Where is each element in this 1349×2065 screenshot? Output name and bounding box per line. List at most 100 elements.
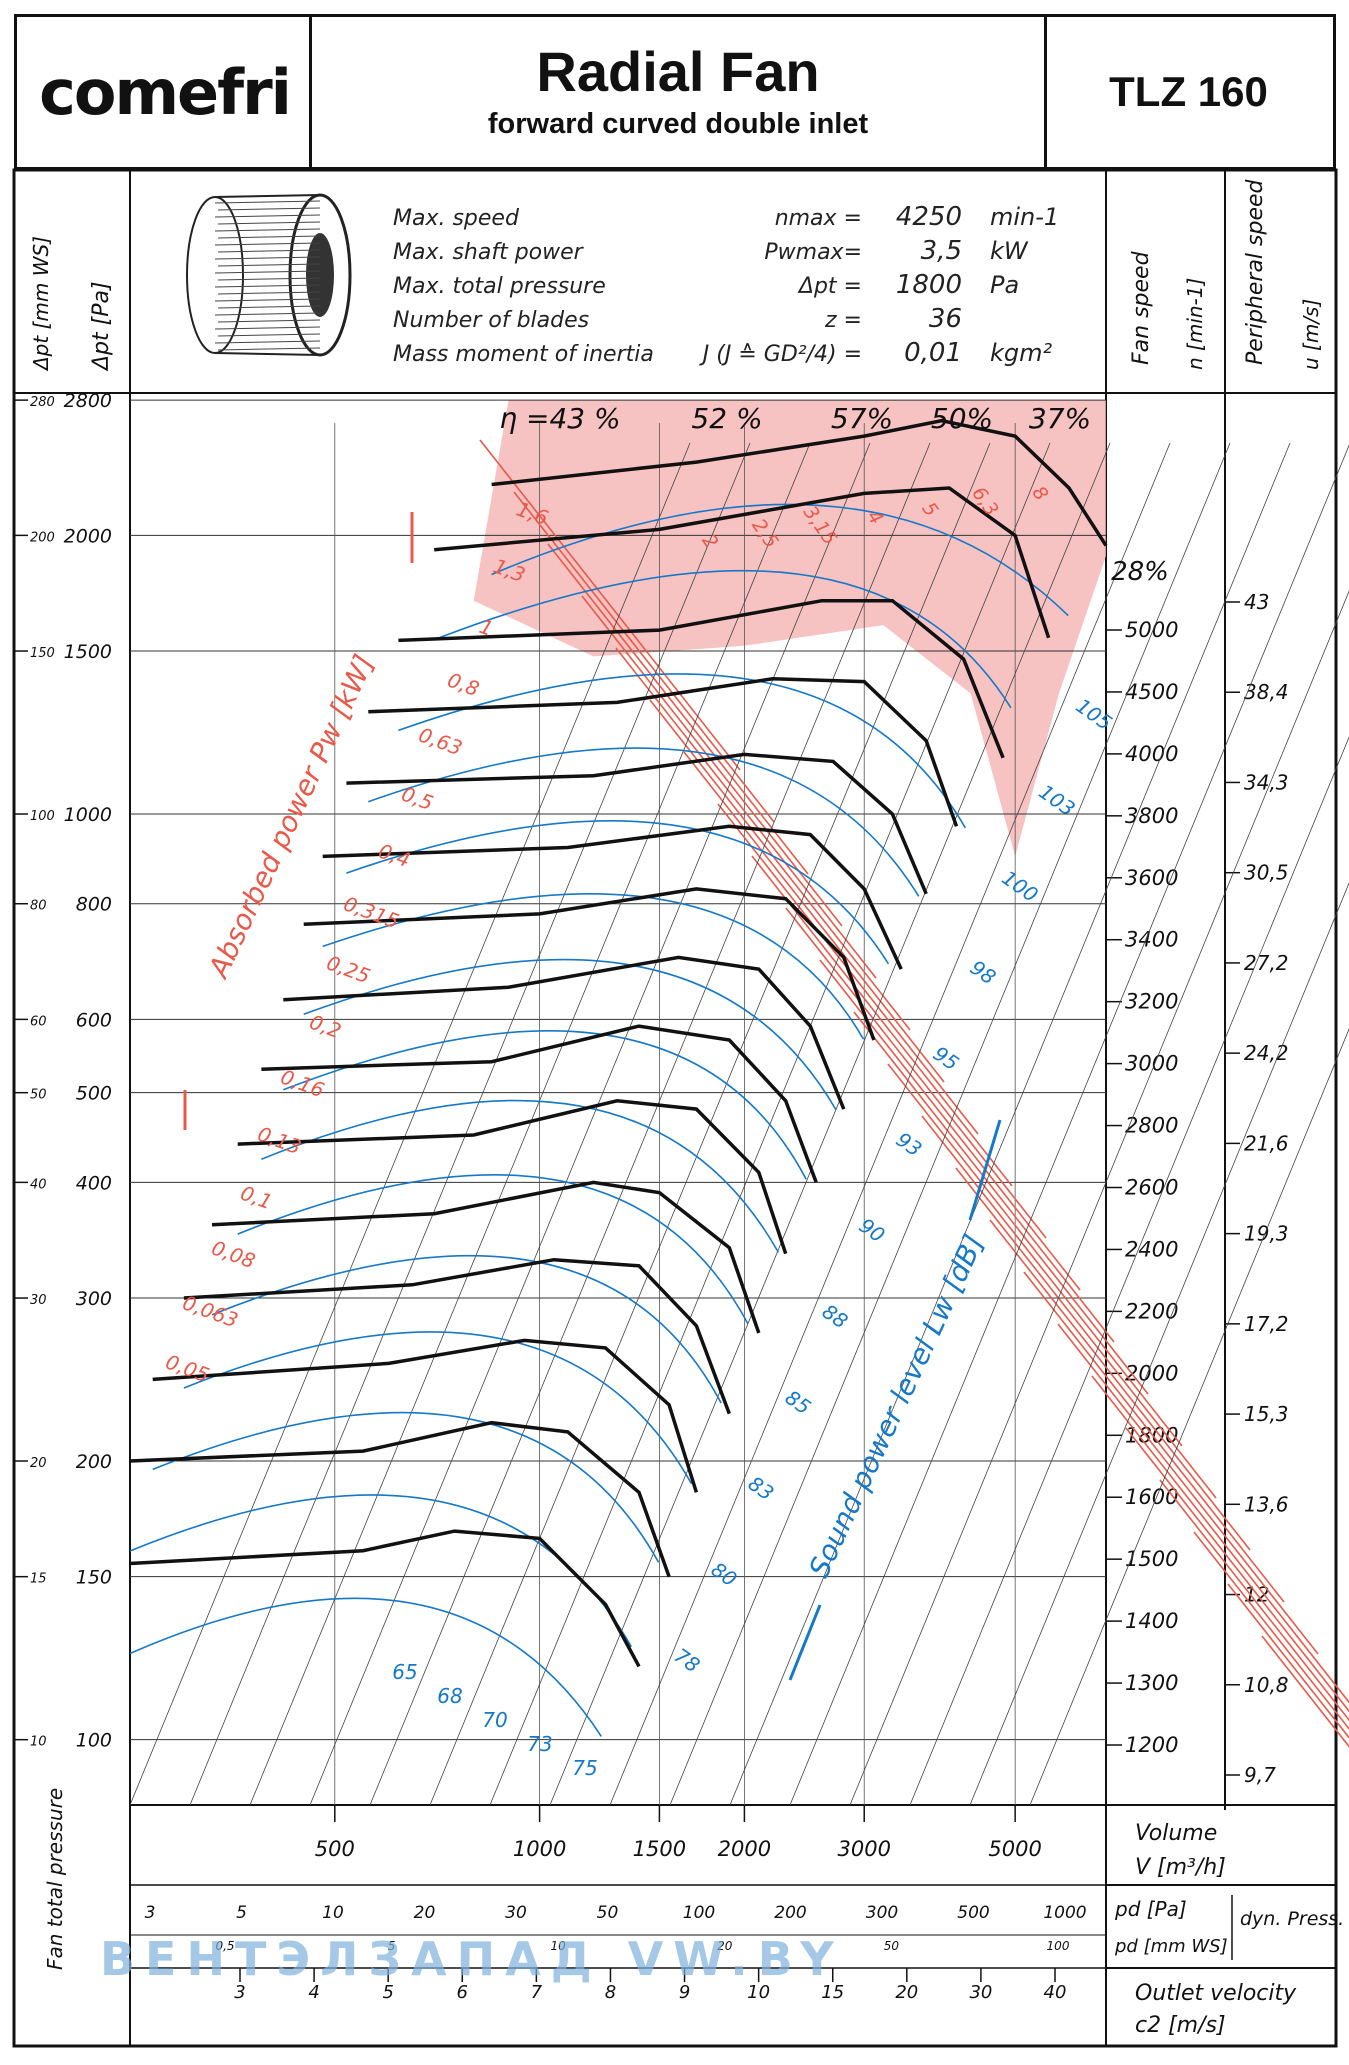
pressure-tick-mmws: 50 (30, 1088, 47, 1103)
sound-label: 105 (1071, 693, 1116, 735)
peripheral-tick-label: 19,3 (1244, 1222, 1289, 1246)
power-label: 0,25 (323, 951, 373, 989)
sound-label: 93 (892, 1127, 927, 1161)
pressure-tick-pa: 2000 (64, 525, 112, 547)
blade-line (214, 242, 321, 246)
plot-area: 2800280200020015001501000100800806006050… (14, 390, 1349, 2003)
arrow-down-icon (788, 1604, 822, 1681)
sound-label: 80 (707, 1557, 742, 1591)
axis-title-pa: Δpt [Pa] (89, 281, 114, 372)
system-line (549, 442, 1111, 1806)
blade-line (217, 207, 321, 211)
velocity-tick-label: 7 (531, 1982, 543, 2003)
dyn-mmws-tick-label: 5 (388, 1939, 396, 1953)
blade-line (214, 298, 321, 302)
spec-symbol: nmax = (775, 206, 862, 231)
blade-line (214, 340, 321, 344)
volume-tick-label: 3000 (837, 1837, 890, 1861)
power-label: 0,08 (208, 1236, 258, 1274)
blade-line (214, 270, 321, 274)
velocity-tick-label: 40 (1044, 1982, 1067, 2003)
pressure-tick-pa: 100 (76, 1730, 112, 1752)
speed-tick-label: 3200 (1125, 990, 1178, 1014)
pressure-tick-mmws: 200 (30, 530, 55, 545)
efficiency-label: η =43 % (499, 402, 620, 435)
speed-curve (211, 1180, 761, 1334)
pressure-tick-mmws: 280 (30, 395, 55, 410)
sound-label: 103 (1034, 779, 1079, 821)
speed-tick-label: 1600 (1125, 1485, 1178, 1509)
pressure-tick-mmws: 60 (30, 1014, 47, 1029)
axis-unit-peripheral: u [m/s] (1299, 299, 1323, 370)
spec-label: Max. shaft power (393, 240, 585, 265)
dyn-pa-tick-label: 500 (957, 1903, 989, 1923)
pressure-tick-pa: 500 (76, 1083, 112, 1105)
power-line (1159, 1479, 1349, 1722)
axis-title-outlet: Outlet velocity (1135, 1981, 1297, 2006)
velocity-tick-label: 6 (457, 1982, 468, 2003)
spec-label: Number of blades (393, 308, 589, 333)
pressure-tick-pa: 400 (76, 1172, 112, 1194)
system-line (249, 442, 811, 1806)
velocity-tick-label: 10 (747, 1982, 770, 2003)
spec-symbol: J (J ≙ GD²/4) = (699, 342, 862, 367)
axis-title-peripheral: Peripheral speed (1243, 178, 1268, 365)
impeller-icon (186, 193, 352, 357)
power-label: 0,4 (375, 839, 413, 872)
system-line (789, 444, 1349, 1806)
power-label: 0,5 (398, 782, 436, 815)
spec-symbol: Pwmax= (764, 240, 862, 265)
system-line (909, 736, 1349, 1806)
arrow-up-icon (968, 1119, 1002, 1221)
speed-tick-label: 2800 (1125, 1114, 1178, 1138)
axis-unit-fan-speed: n [min-1] (1183, 278, 1207, 370)
pressure-tick-pa: 200 (76, 1451, 112, 1473)
power-label: 0,13 (254, 1122, 304, 1160)
spec-value: 0,01 (904, 338, 962, 368)
speed-tick-label: 2200 (1125, 1299, 1178, 1323)
spec-symbol: z = (824, 308, 862, 333)
blade-line (214, 326, 321, 330)
system-line (849, 590, 1349, 1806)
blade-line (217, 291, 321, 295)
page-title: Radial Fan (536, 40, 820, 104)
power-line (513, 491, 775, 823)
velocity-tick-label: 4 (308, 1982, 319, 2003)
peripheral-tick-label: 34,3 (1244, 770, 1289, 794)
dyn-pa-tick-label: 200 (774, 1903, 806, 1923)
spec-unit: kW (990, 237, 1029, 265)
peripheral-tick-label: 30,5 (1244, 861, 1289, 885)
dyn-mmws-tick-label: 20 (717, 1939, 733, 1953)
speed-curve (322, 824, 903, 970)
absorbed-power-title: Absorbed power Pw [kW] (201, 650, 380, 985)
volume-tick-label: 2000 (718, 1837, 771, 1861)
power-line (989, 1219, 1251, 1551)
dyn-pa-tick-label: 5 (236, 1903, 247, 1923)
sound-curve (261, 1099, 780, 1253)
spec-label: Mass moment of inertia (393, 342, 654, 367)
sound-label: 88 (818, 1299, 853, 1333)
power-label: 0,16 (277, 1065, 327, 1103)
system-line (369, 442, 931, 1806)
blade-line (214, 214, 321, 218)
sound-curve (283, 1030, 807, 1180)
speed-curve (303, 887, 876, 1041)
speed-tick-label: 1300 (1125, 1671, 1178, 1695)
peripheral-tick-label: 43 (1244, 590, 1269, 614)
power-line (1023, 1271, 1285, 1603)
spec-unit: kgm² (990, 339, 1053, 367)
efficiency-label: 50% (931, 402, 993, 435)
speed-tick-label: 2000 (1125, 1361, 1178, 1385)
blade-line (217, 333, 321, 337)
chart-frame (12, 168, 1338, 2048)
power-line (751, 855, 1013, 1187)
dyn-pa-tick-label: 3 (145, 1903, 156, 1923)
sound-curve (368, 747, 920, 897)
model-number: TLZ 160 (1109, 68, 1268, 115)
dyn-pa-tick-label: 300 (866, 1903, 898, 1923)
system-line (729, 442, 1291, 1806)
speed-tick-label: 2400 (1125, 1237, 1178, 1261)
speed-curve (183, 1257, 731, 1415)
power-line (615, 647, 877, 979)
